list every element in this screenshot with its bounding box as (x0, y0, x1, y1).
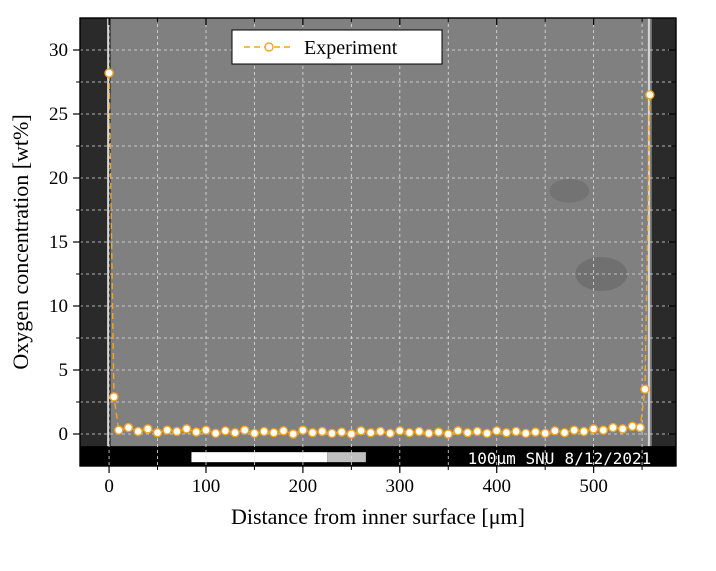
svg-text:300: 300 (386, 476, 415, 497)
svg-text:100: 100 (192, 476, 221, 497)
svg-text:200: 200 (289, 476, 318, 497)
y-axis-label: Oxygen concentration [wt%] (8, 114, 33, 369)
legend-label: Experiment (304, 37, 398, 59)
svg-text:500: 500 (579, 476, 608, 497)
svg-text:20: 20 (49, 168, 68, 189)
x-axis-label: Distance from inner surface [μm] (231, 504, 525, 529)
svg-text:10: 10 (49, 296, 68, 317)
svg-text:0: 0 (104, 476, 114, 497)
svg-text:15: 15 (49, 232, 68, 253)
svg-text:400: 400 (482, 476, 511, 497)
oxygen-concentration-chart: 100μm SNU8/12/20210100200300400500051015… (0, 0, 716, 571)
svg-text:0: 0 (59, 424, 69, 445)
svg-text:30: 30 (49, 40, 68, 61)
svg-text:25: 25 (49, 104, 68, 125)
svg-text:5: 5 (59, 360, 69, 381)
